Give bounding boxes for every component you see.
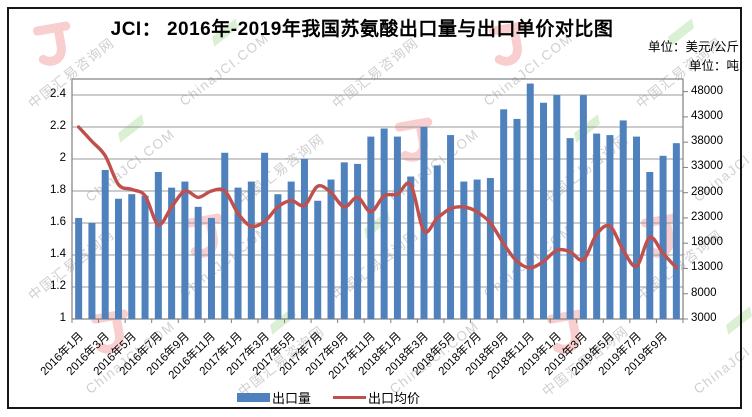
legend-volume-label: 出口量 [272, 391, 312, 406]
bar-2018年11月 [526, 83, 534, 320]
bar-2018年4月 [433, 165, 441, 319]
bar-2017年9月 [340, 162, 348, 319]
plot-frame [71, 78, 684, 320]
right-axis-label: 48000 [691, 84, 723, 97]
bar-2016年1月 [75, 217, 83, 319]
bar-2018年2月 [407, 176, 415, 319]
bar-2018年5月 [447, 135, 455, 319]
bar-2017年7月 [314, 200, 322, 319]
bar-2017年6月 [300, 158, 308, 319]
bar-2018年8月 [486, 178, 494, 319]
legend-volume-swatch [237, 393, 270, 402]
left-axis-label: 2.4 [50, 88, 66, 100]
left-axis-label: 1.8 [50, 184, 66, 196]
bar-2019年9月 [659, 155, 667, 319]
bar-2018年3月 [420, 127, 428, 319]
bar-2018年7月 [473, 179, 481, 319]
bar-2016年6月 [141, 195, 149, 319]
right-axis-label: 38000 [691, 135, 723, 148]
chart-title: JCI： 2016年-2019年我国苏氨酸出口量与出口单价对比图 [110, 19, 614, 40]
bar-2017年10月 [354, 163, 362, 319]
bar-2017年2月 [247, 181, 255, 319]
bar-2016年8月 [168, 187, 176, 319]
bar-2019年7月 [633, 136, 641, 319]
bar-2016年12月 [221, 152, 229, 319]
unit-volume-label: 单位：吨 [688, 58, 739, 73]
bar-2019年8月 [646, 171, 654, 319]
price-line [76, 125, 679, 270]
left-axis-label: 1.2 [50, 280, 66, 292]
bar-2017年8月 [327, 179, 335, 319]
right-axis-label: 3000 [691, 312, 717, 324]
bar-2016年7月 [154, 171, 162, 319]
bar-2018年10月 [513, 118, 521, 319]
right-axis-label: 18000 [691, 236, 723, 249]
bar-2016年5月 [128, 194, 136, 319]
right-axis-label: 13000 [691, 261, 723, 274]
left-axis-label: 1.4 [50, 248, 66, 260]
right-axis-label: 8000 [691, 286, 717, 299]
legend: 出口量 出口均价 [237, 388, 420, 407]
left-axis-label: 2 [59, 152, 66, 164]
bar-2018年6月 [460, 181, 468, 319]
bar-2016年10月 [194, 206, 202, 319]
bar-2019年2月 [566, 138, 574, 319]
left-axis-label: 1 [59, 312, 66, 324]
bar-2016年2月 [88, 223, 96, 319]
left-axis-label: 2.2 [50, 120, 66, 132]
legend-price-swatch [333, 395, 367, 400]
legend-price-label: 出口均价 [368, 391, 421, 406]
axis-units: 单位：美元/公斤 单位：吨 [648, 38, 739, 76]
bar-2019年4月 [593, 133, 601, 319]
bar-2018年12月 [540, 102, 548, 319]
bar-2016年9月 [181, 181, 189, 319]
bar-2019年6月 [619, 120, 627, 319]
bar-2017年4月 [274, 194, 282, 319]
right-axis-label: 43000 [691, 109, 723, 122]
right-axis-label: 33000 [691, 160, 723, 173]
bar-2016年4月 [114, 198, 122, 319]
bar-2017年11月 [367, 136, 375, 319]
bar-2017年1月 [234, 187, 242, 319]
bar-2016年11月 [207, 217, 215, 319]
left-axis-label: 1.6 [50, 216, 66, 228]
bar-2017年3月 [261, 152, 269, 319]
bar-2017年12月 [380, 128, 388, 319]
bar-2019年3月 [579, 95, 587, 319]
bar-2017年5月 [287, 181, 295, 319]
bar-2018年1月 [393, 136, 401, 319]
unit-price-label: 单位：美元/公斤 [648, 40, 739, 54]
bar-2019年10月 [672, 143, 680, 319]
right-axis-label: 23000 [691, 210, 723, 223]
right-axis-label: 28000 [691, 185, 723, 198]
bar-2016年3月 [101, 169, 109, 319]
bar-2018年9月 [500, 109, 508, 319]
bar-2019年1月 [553, 95, 561, 319]
